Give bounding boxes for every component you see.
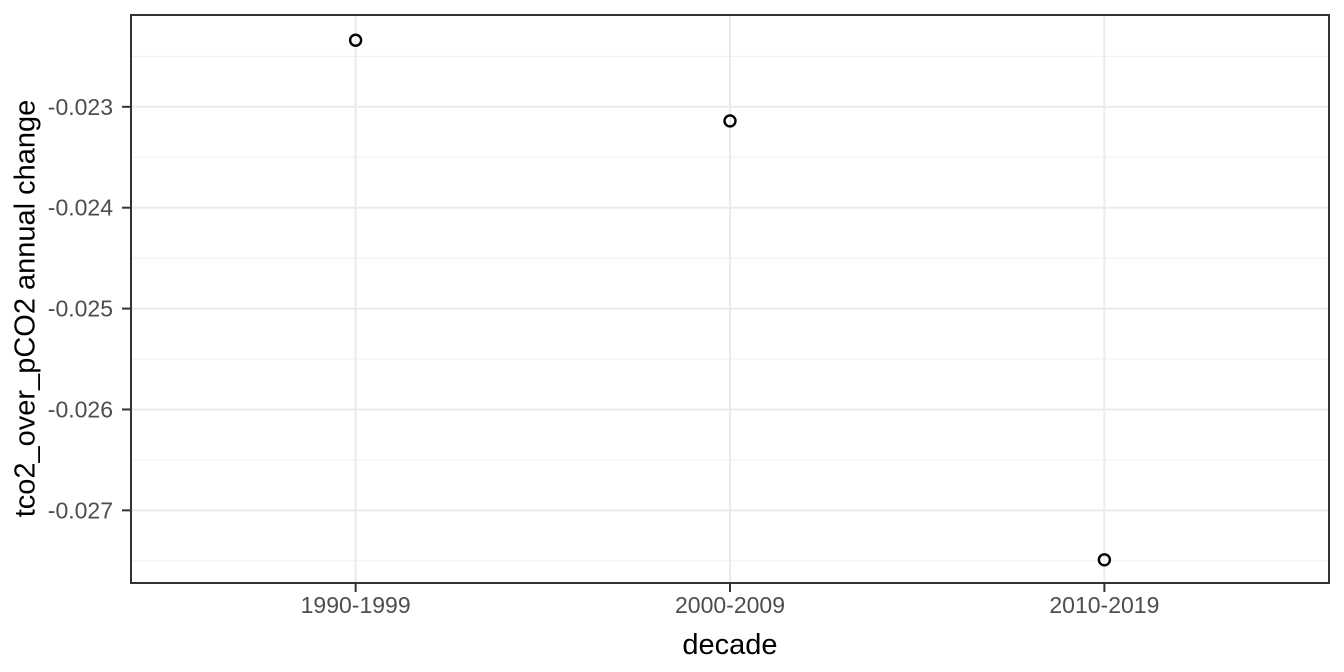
x-tick-label: 2000-2009 xyxy=(675,592,785,618)
y-axis-title: tco2_over_pCO2 annual change xyxy=(9,99,42,517)
x-tick-label: 1990-1999 xyxy=(301,592,411,618)
data-point xyxy=(723,114,737,128)
x-axis-title: decade xyxy=(682,628,778,661)
y-tick-label: -0.026 xyxy=(48,396,113,422)
y-tick-label: -0.024 xyxy=(48,195,113,221)
y-tick-label: -0.027 xyxy=(48,497,113,523)
y-tick-label: -0.025 xyxy=(48,296,113,322)
x-tick-label: 2010-2019 xyxy=(1049,592,1159,618)
y-tick-label: -0.023 xyxy=(48,94,113,120)
data-point xyxy=(348,33,363,47)
data-point xyxy=(1097,553,1112,567)
